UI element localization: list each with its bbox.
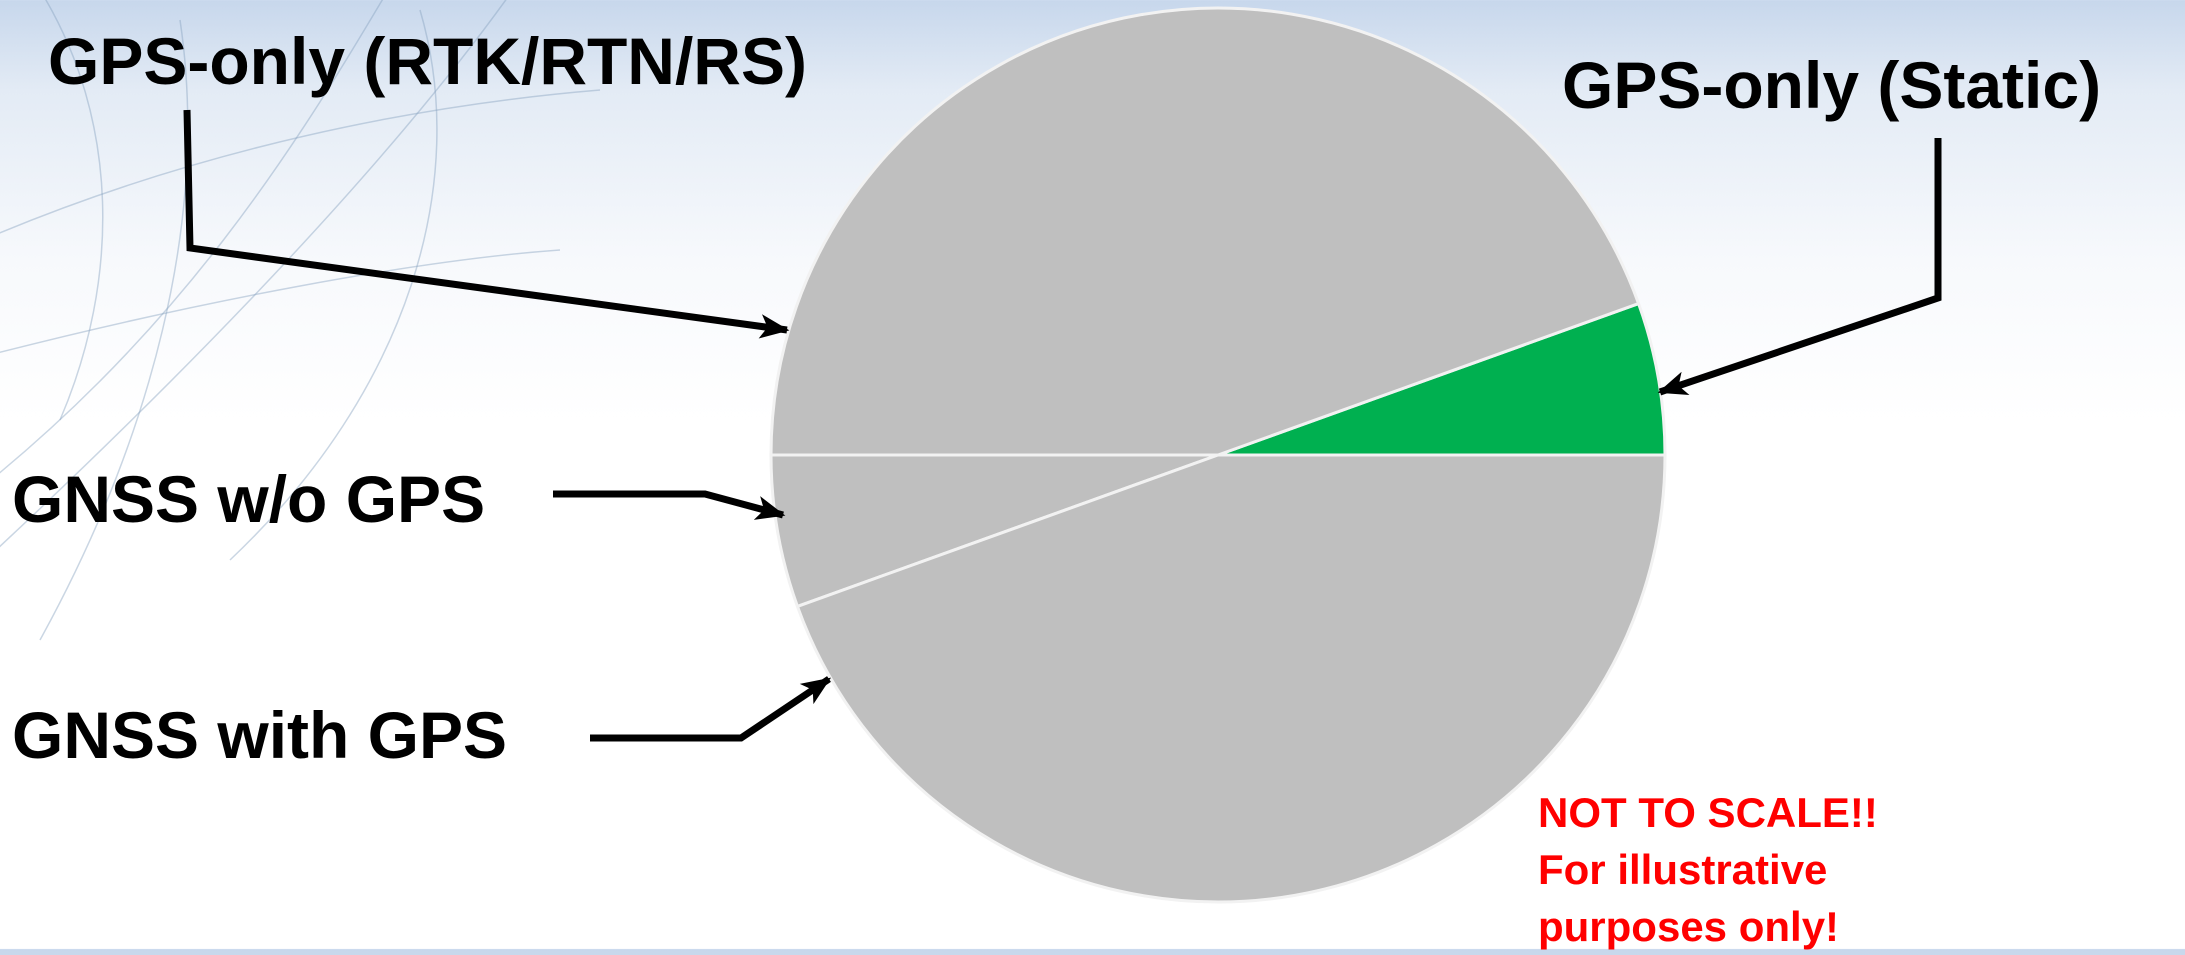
slice-with xyxy=(795,453,1667,904)
arrow-gps-only-rtk xyxy=(183,109,790,339)
arrow-gps-only-static xyxy=(1657,138,1942,396)
swirl-line xyxy=(44,0,104,421)
label-gps-only-rtk: GPS-only (RTK/RTN/RS) xyxy=(48,24,807,98)
pie-slices xyxy=(769,6,1667,904)
swirl-line xyxy=(0,89,601,234)
callout-arrows xyxy=(183,109,1942,742)
label-gps-only-static: GPS-only (Static) xyxy=(1562,48,2102,122)
arrow-gnss-with-gps xyxy=(590,676,832,742)
note-line: For illustrative xyxy=(1538,846,1828,893)
swirl-line xyxy=(229,9,438,561)
swirl-line xyxy=(0,0,384,474)
arrow-gnss-without-gps xyxy=(553,490,786,520)
label-gnss-with-gps: GNSS with GPS xyxy=(12,698,508,772)
label-gnss-without-gps: GNSS w/o GPS xyxy=(12,462,486,536)
note-line: NOT TO SCALE!! xyxy=(1538,789,1878,836)
swirl-line xyxy=(0,249,561,354)
swirl-line xyxy=(0,0,507,548)
slice-rtk xyxy=(769,6,1641,457)
note-line: purposes only! xyxy=(1538,903,1840,950)
slice-wo xyxy=(769,453,1220,608)
not-to-scale-note: NOT TO SCALE!! For illustrative purposes… xyxy=(1538,784,1878,955)
swirl-line xyxy=(39,19,189,641)
